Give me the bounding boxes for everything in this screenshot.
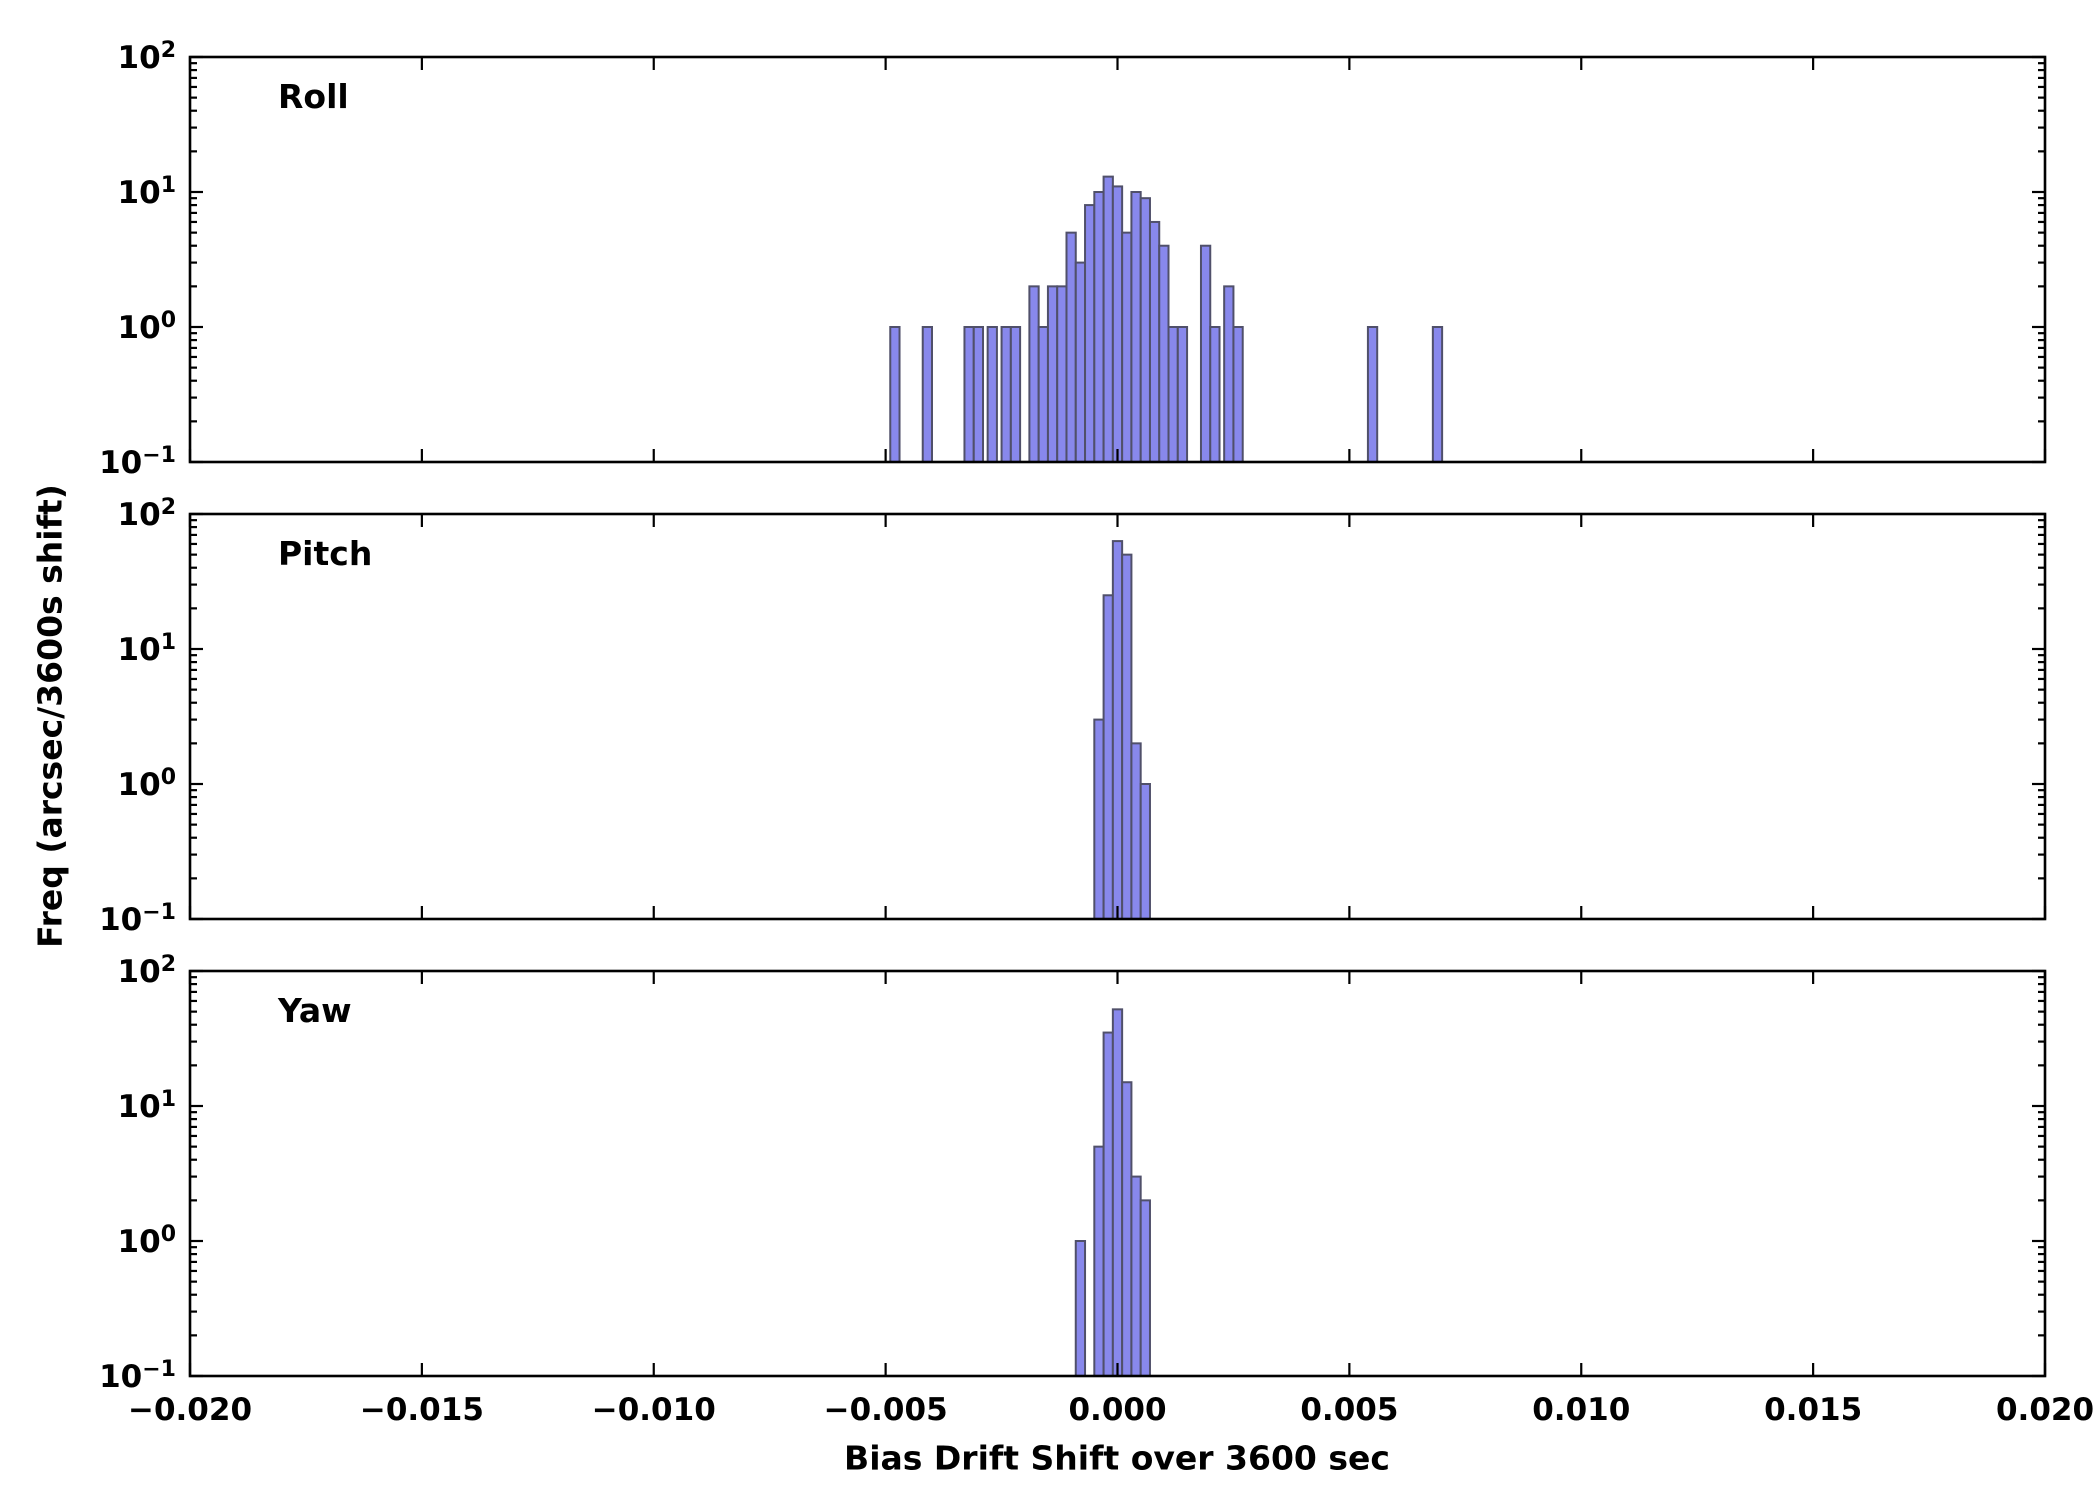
panel-title-yaw: Yaw <box>278 991 352 1030</box>
y-tick-label: 100 <box>117 764 176 804</box>
y-tick-label: 10−1 <box>99 899 176 939</box>
histogram-bar <box>1121 231 1133 463</box>
histogram-bar <box>1431 326 1444 463</box>
histogram-bar <box>1223 285 1235 463</box>
panel-title-roll: Roll <box>278 77 349 116</box>
histogram-bar <box>972 326 985 463</box>
histogram-bar <box>1158 244 1170 463</box>
panel-title-pitch: Pitch <box>278 534 373 573</box>
histogram-bar <box>1366 326 1379 463</box>
histogram-bar <box>1176 326 1189 463</box>
histogram-bar <box>1111 540 1124 921</box>
y-tick-label: 101 <box>117 1086 176 1126</box>
histogram-bar <box>1209 326 1221 463</box>
histogram-bar <box>1121 553 1133 920</box>
histogram-bar <box>1148 220 1161 463</box>
y-tick-label: 101 <box>117 629 176 669</box>
x-tick-label: 0.005 <box>1300 1392 1399 1428</box>
histogram-bar <box>1139 197 1151 463</box>
histogram-bar <box>1065 231 1077 463</box>
histogram-bar <box>1093 1145 1105 1378</box>
histogram-bar <box>1037 326 1049 463</box>
x-tick-label: −0.005 <box>823 1392 948 1428</box>
x-axis-label: Bias Drift Shift over 3600 sec <box>844 1438 1390 1478</box>
y-tick-label: 102 <box>117 494 176 534</box>
histogram-bar <box>1102 175 1114 463</box>
y-tick-label: 100 <box>117 1221 176 1261</box>
x-tick-label: 0.000 <box>1068 1392 1167 1428</box>
x-tick-label: 0.020 <box>1995 1392 2095 1428</box>
histogram-bars-roll <box>889 175 1444 464</box>
histogram-bar <box>921 326 933 463</box>
histogram-bar <box>1167 326 1179 463</box>
histogram-bar <box>1074 261 1087 463</box>
histogram-bar <box>963 326 975 463</box>
histogram-bar <box>1121 1081 1133 1377</box>
histogram-bar <box>1000 326 1012 463</box>
histogram-bar <box>986 326 998 463</box>
x-tick-label: −0.020 <box>127 1392 253 1428</box>
histogram-bar <box>1111 1008 1124 1378</box>
panel-frame-pitch <box>188 512 2047 921</box>
y-tick-label: 100 <box>117 307 176 347</box>
x-tick-label: −0.015 <box>359 1392 484 1428</box>
histogram-bar <box>1130 742 1142 920</box>
histogram-bar <box>1046 285 1059 463</box>
histogram-bar <box>1130 1175 1142 1377</box>
x-tick-label: 0.015 <box>1764 1392 1863 1428</box>
panel-frame-yaw <box>188 969 2047 1378</box>
histogram-bar <box>1093 191 1105 463</box>
histogram-bar <box>889 326 901 463</box>
histogram-bar <box>1139 1199 1151 1377</box>
x-tick-label: 0.010 <box>1532 1392 1631 1428</box>
histogram-bar <box>1084 204 1096 464</box>
y-tick-label: 10−1 <box>99 442 176 482</box>
histogram-bar <box>1199 244 1212 463</box>
y-tick-label: 101 <box>117 172 176 212</box>
histogram-bar <box>1102 594 1114 921</box>
histogram-bar <box>1130 191 1142 463</box>
histogram-bar <box>1232 326 1244 463</box>
panel-frame-roll <box>188 55 2047 464</box>
histogram-bars-yaw <box>1074 1008 1151 1378</box>
histogram-bar <box>1139 783 1151 920</box>
y-tick-label: 10−1 <box>99 1356 176 1396</box>
y-tick-label: 102 <box>117 951 176 991</box>
x-tick-label: −0.010 <box>591 1392 716 1428</box>
histogram-bar <box>1056 285 1068 463</box>
histogram-bar <box>1102 1031 1114 1378</box>
histogram-bar <box>1093 718 1105 921</box>
histogram-bar <box>1074 1240 1087 1377</box>
histogram-bars-pitch <box>1093 540 1151 921</box>
histogram-bar <box>1028 285 1040 463</box>
histogram-bar <box>1111 185 1124 463</box>
histogram-bar <box>1009 326 1022 463</box>
y-tick-label: 102 <box>117 37 176 77</box>
y-axis-label: Freq (arcsec/3600s shift) <box>30 484 70 948</box>
